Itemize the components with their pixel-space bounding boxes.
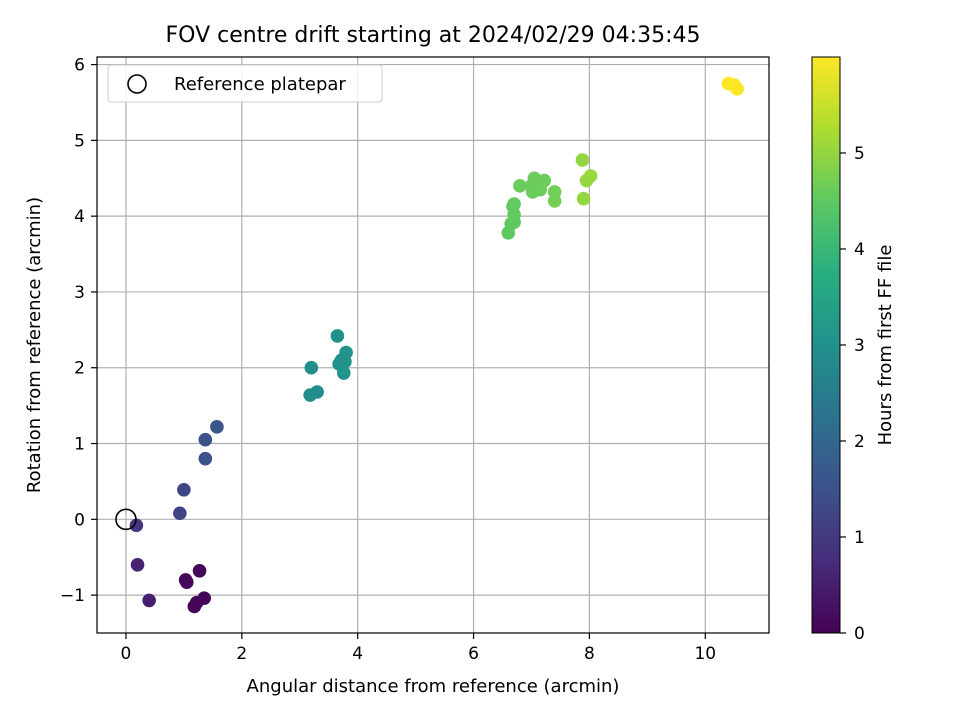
colorbar-gradient xyxy=(811,56,841,634)
legend-box xyxy=(107,64,383,103)
y-tick-label: 1 xyxy=(74,435,85,455)
x-axis-label: Angular distance from reference (arcmin) xyxy=(247,676,620,697)
data-point xyxy=(198,432,213,447)
legend: Reference platepar xyxy=(107,64,383,103)
y-tick-label: 6 xyxy=(74,56,85,76)
y-tick-label: 0 xyxy=(74,510,85,530)
x-tick-label: 6 xyxy=(468,644,479,664)
data-point xyxy=(130,557,145,572)
colorbar-label: Hours from first FF file xyxy=(875,245,896,446)
colorbar-tick-label: 4 xyxy=(854,240,865,260)
y-tick-label: 5 xyxy=(74,131,85,151)
colorbar-tick-label: 1 xyxy=(854,528,865,548)
data-point xyxy=(513,179,527,193)
data-point xyxy=(507,197,521,211)
colorbar-tick-label: 0 xyxy=(854,624,865,644)
colorbar: 0 1 2 3 4 5 Hours from first FF file xyxy=(811,56,896,644)
x-tick-label: 2 xyxy=(236,644,247,664)
y-axis-label: Rotation from reference (arcmin) xyxy=(24,197,45,493)
plot-frame xyxy=(96,56,770,634)
colorbar-tick-label: 3 xyxy=(854,336,865,356)
y-tick-label: −1 xyxy=(60,586,85,606)
y-tick-label: 3 xyxy=(74,283,85,303)
chart-title: FOV centre drift starting at 2024/02/29 … xyxy=(166,23,701,48)
data-point xyxy=(336,366,351,380)
x-tick-label: 4 xyxy=(352,644,363,664)
data-point xyxy=(330,329,345,343)
data-point xyxy=(310,385,324,399)
data-point xyxy=(338,354,352,369)
data-point xyxy=(304,360,319,375)
y-tick-label: 2 xyxy=(74,359,85,379)
data-point xyxy=(142,593,156,608)
data-point xyxy=(730,82,744,96)
data-point xyxy=(537,173,552,188)
data-point xyxy=(173,506,187,521)
data-point xyxy=(547,194,562,208)
x-tick-label: 0 xyxy=(121,644,132,664)
y-tick-label: 4 xyxy=(74,207,85,227)
legend-reference-marker xyxy=(127,74,147,94)
data-point xyxy=(576,191,591,206)
legend-entry-label: Reference platepar xyxy=(174,74,346,95)
data-point xyxy=(210,420,224,434)
data-point xyxy=(575,153,590,167)
data-point xyxy=(177,482,191,497)
x-tick-label: 8 xyxy=(584,644,595,664)
data-point xyxy=(129,518,144,533)
reference-point-marker xyxy=(115,508,137,531)
colorbar-tick-label: 5 xyxy=(854,144,865,164)
data-point xyxy=(198,451,213,466)
data-point xyxy=(179,575,194,590)
scatter-points xyxy=(115,76,744,614)
colorbar-tick-label: 2 xyxy=(854,432,865,452)
data-point xyxy=(192,564,207,578)
colorbar-ticks: 0 1 2 3 4 5 xyxy=(840,144,865,644)
data-point xyxy=(583,169,598,183)
data-point xyxy=(187,599,202,614)
x-tick-label: 10 xyxy=(694,644,716,664)
axis-ticks: 0 2 4 6 8 10 −1 0 1 2 3 4 5 6 xyxy=(60,56,716,664)
